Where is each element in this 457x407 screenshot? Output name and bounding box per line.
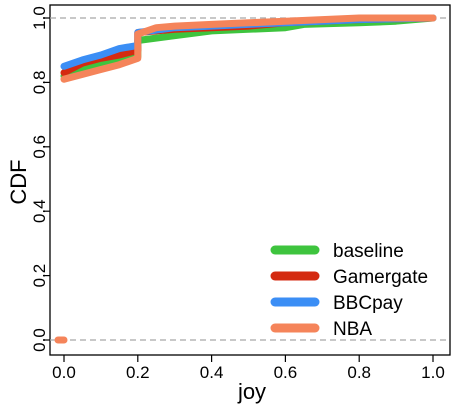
y-tick-label: 0.0 xyxy=(30,328,49,352)
legend: baseline Gamergate BBCpay NBA xyxy=(270,241,428,340)
y-tick-label: 0.6 xyxy=(30,135,49,159)
series-line-nba xyxy=(60,14,437,83)
y-tick-label: 1.0 xyxy=(30,6,49,30)
legend-label-baseline: baseline xyxy=(333,241,404,262)
y-axis-title: CDF xyxy=(6,159,31,204)
legend-label-bbcpay: BBCpay xyxy=(333,293,403,314)
y-tick-label: 0.4 xyxy=(30,199,49,223)
legend-label-gamergate: Gamergate xyxy=(333,267,428,288)
series-layer xyxy=(54,14,437,344)
legend-label-nba: NBA xyxy=(333,319,372,340)
x-tick-label: 0.4 xyxy=(200,363,224,382)
x-axis: 0.0 0.2 0.4 0.6 0.8 1.0 xyxy=(52,355,445,382)
y-tick-label: 0.2 xyxy=(30,264,49,288)
x-tick-label: 1.0 xyxy=(421,363,445,382)
x-tick-label: 0.0 xyxy=(52,363,76,382)
x-tick-label: 0.2 xyxy=(126,363,150,382)
y-tick-label: 0.8 xyxy=(30,71,49,95)
x-axis-title: joy xyxy=(237,379,266,404)
plot-area xyxy=(49,4,451,356)
x-tick-label: 0.8 xyxy=(347,363,371,382)
y-axis: 0.0 0.2 0.4 0.6 0.8 1.0 xyxy=(30,6,50,352)
x-tick-label: 0.6 xyxy=(274,363,298,382)
